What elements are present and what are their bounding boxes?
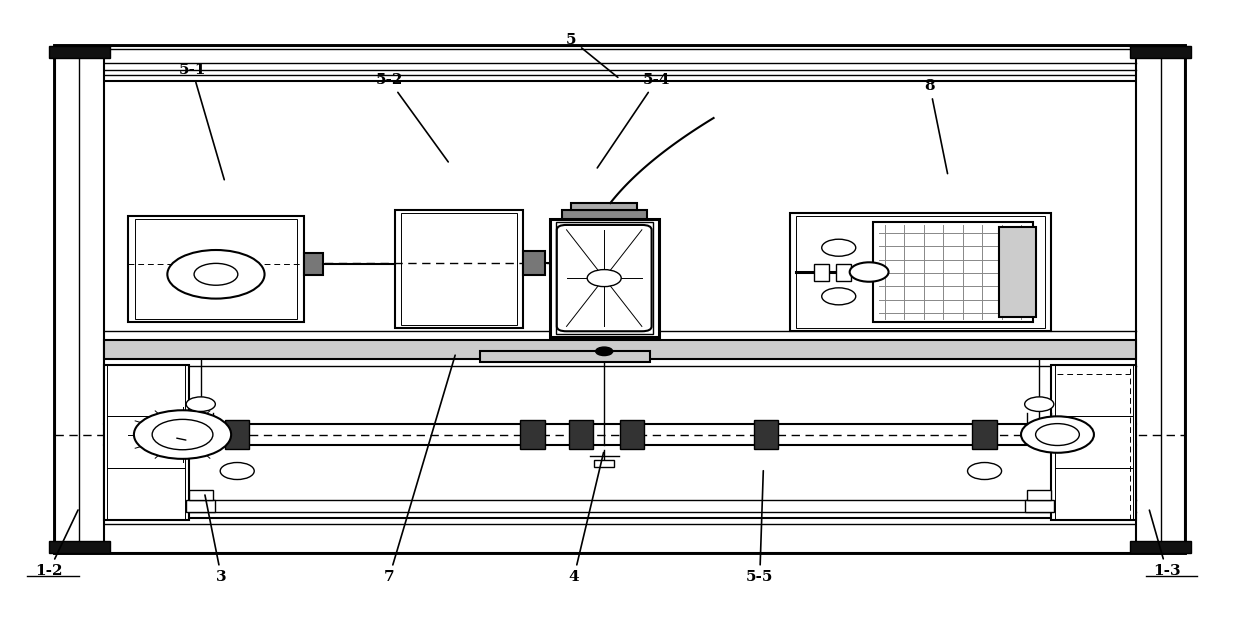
Text: 3: 3 <box>205 495 227 584</box>
Bar <box>1027 427 1054 442</box>
Bar <box>549 219 658 337</box>
Bar <box>972 420 997 449</box>
Bar <box>55 46 1185 553</box>
Bar <box>48 46 109 58</box>
Text: 7: 7 <box>384 355 455 584</box>
Text: 1-3: 1-3 <box>1149 510 1180 578</box>
Bar <box>188 490 213 500</box>
FancyBboxPatch shape <box>557 225 651 331</box>
Bar <box>55 46 1185 81</box>
Bar <box>1055 468 1133 520</box>
Circle shape <box>595 347 613 356</box>
Circle shape <box>1021 417 1094 453</box>
Circle shape <box>1035 423 1079 446</box>
Bar <box>186 500 216 511</box>
Bar <box>1055 365 1133 417</box>
Bar <box>104 365 188 520</box>
Bar <box>55 518 1185 553</box>
Circle shape <box>195 264 238 285</box>
Bar <box>104 340 1136 358</box>
Bar <box>754 420 777 449</box>
Bar <box>55 46 103 553</box>
Circle shape <box>967 463 1002 479</box>
Bar <box>107 468 185 520</box>
Bar <box>572 203 637 210</box>
Bar <box>999 227 1035 317</box>
Circle shape <box>167 250 264 299</box>
Bar <box>620 420 645 449</box>
Circle shape <box>822 239 856 256</box>
Bar <box>304 253 324 275</box>
Circle shape <box>822 288 856 305</box>
Circle shape <box>588 270 621 286</box>
Bar <box>1055 417 1133 468</box>
Bar <box>796 216 1045 328</box>
Circle shape <box>849 262 889 281</box>
Bar <box>1136 46 1185 553</box>
Bar <box>186 427 213 442</box>
Bar <box>790 213 1052 331</box>
Bar <box>396 210 523 328</box>
Bar <box>873 222 1033 322</box>
Bar <box>402 213 517 326</box>
Bar <box>1131 46 1192 58</box>
Circle shape <box>134 410 231 459</box>
Circle shape <box>1024 397 1054 412</box>
Text: 5-4: 5-4 <box>598 73 670 168</box>
Circle shape <box>221 463 254 479</box>
Bar <box>128 216 304 322</box>
Bar <box>594 460 614 467</box>
Text: 5-1: 5-1 <box>179 63 224 180</box>
Text: 1-2: 1-2 <box>35 510 78 578</box>
Text: 8: 8 <box>925 79 947 174</box>
Text: 5-5: 5-5 <box>746 471 774 584</box>
Bar <box>836 264 851 280</box>
Bar <box>107 417 185 468</box>
Bar <box>1027 490 1052 500</box>
Circle shape <box>186 397 216 412</box>
Bar <box>107 365 185 417</box>
Bar <box>521 420 544 449</box>
Bar <box>815 264 830 280</box>
Bar <box>1052 365 1136 520</box>
Bar <box>569 420 593 449</box>
Bar <box>562 210 647 219</box>
Bar <box>48 541 109 553</box>
Bar <box>523 251 544 275</box>
Bar <box>224 420 249 449</box>
Bar <box>135 219 296 319</box>
Circle shape <box>153 419 213 449</box>
Bar <box>1024 500 1054 511</box>
Text: 4: 4 <box>568 453 604 584</box>
Text: 5-2: 5-2 <box>376 73 448 162</box>
Bar <box>556 222 652 334</box>
Bar <box>480 351 650 361</box>
Text: 5: 5 <box>567 33 618 78</box>
Bar <box>1131 541 1192 553</box>
